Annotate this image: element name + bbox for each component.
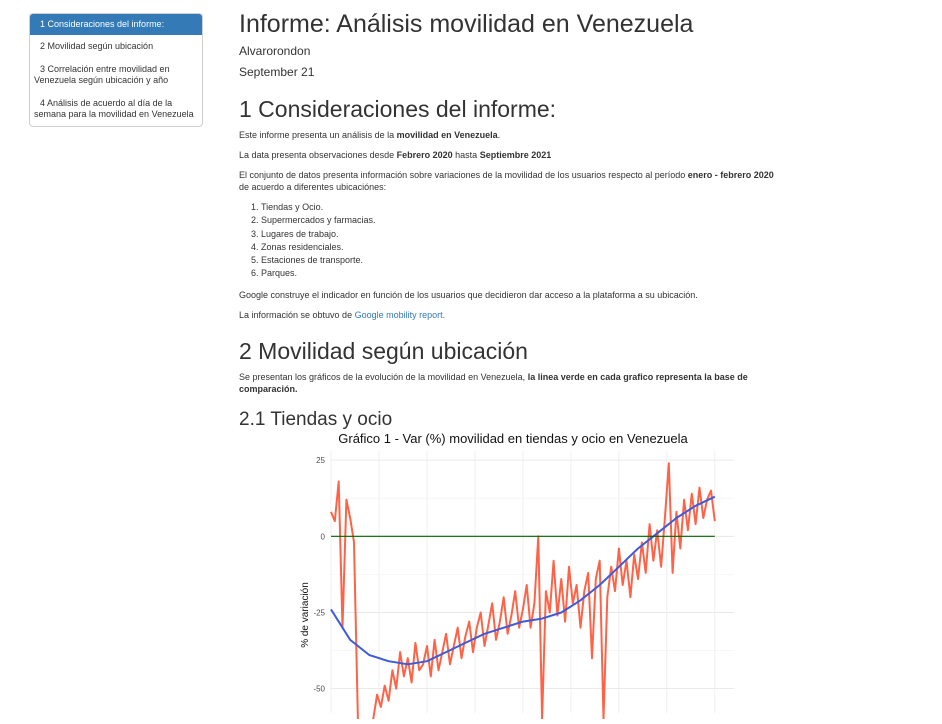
y-tick-label: 0 bbox=[321, 532, 326, 541]
line-chart: Gráfico 1 - Var (%) movilidad en tiendas… bbox=[300, 431, 734, 724]
author: Alvarorondon bbox=[239, 44, 311, 58]
paragraph-intro: Este informe presenta un análisis de la … bbox=[239, 130, 501, 140]
list-item: Parques. bbox=[261, 267, 779, 280]
chart-title: Gráfico 1 - Var (%) movilidad en tiendas… bbox=[338, 431, 688, 446]
toc-item-movilidad[interactable]: 2 Movilidad según ubicación bbox=[30, 35, 202, 58]
list-item: Supermercados y farmacias. bbox=[261, 214, 779, 227]
list-item: Estaciones de transporte. bbox=[261, 254, 779, 267]
date: September 21 bbox=[239, 65, 315, 79]
toc-item-label: 3 Correlación entre movilidad en Venezue… bbox=[34, 64, 170, 85]
location-list: Tiendas y Ocio. Supermercados y farmacia… bbox=[239, 201, 779, 281]
y-tick-label: -50 bbox=[313, 685, 325, 694]
list-item: Tiendas y Ocio. bbox=[261, 201, 779, 214]
section-heading-movilidad: 2 Movilidad según ubicación bbox=[239, 337, 528, 364]
paragraph-source: La información se obtuvo de Google mobil… bbox=[239, 309, 446, 320]
google-mobility-link[interactable]: Google mobility report. bbox=[354, 309, 446, 320]
series-line-smooth bbox=[330, 495, 716, 666]
toc-item-label: 4 Análisis de acuerdo al día de la seman… bbox=[34, 98, 194, 119]
series-group bbox=[330, 462, 716, 724]
list-item: Lugares de trabajo. bbox=[261, 228, 779, 241]
y-tick-label: 25 bbox=[316, 456, 325, 465]
y-axis-label: % de variación bbox=[300, 582, 311, 648]
y-ticks: 25 0 -25 -50 bbox=[313, 456, 325, 693]
paragraph-google: Google construye el indicador en función… bbox=[239, 289, 698, 300]
toc-item-correlacion[interactable]: 3 Correlación entre movilidad en Venezue… bbox=[30, 58, 202, 92]
y-tick-label: -25 bbox=[313, 608, 325, 617]
toc-item-label: 2 Movilidad según ubicación bbox=[40, 41, 154, 51]
main-content: Informe: Análisis movilidad en Venezuela… bbox=[239, 0, 779, 435]
paragraph-dataset: El conjunto de datos presenta informació… bbox=[239, 170, 774, 192]
paragraph-period: La data presenta observaciones desde Feb… bbox=[239, 150, 552, 160]
table-of-contents: 1 Consideraciones del informe: 2 Movilid… bbox=[29, 13, 203, 127]
list-item: Zonas residenciales. bbox=[261, 241, 779, 254]
toc-item-analisis-dia[interactable]: 4 Análisis de acuerdo al día de la seman… bbox=[30, 92, 202, 126]
toc-item-consideraciones[interactable]: 1 Consideraciones del informe: bbox=[30, 14, 202, 35]
subsection-heading-tiendas: 2.1 Tiendas y ocio bbox=[239, 408, 393, 430]
paragraph-graphs: Se presentan los gráficos de la evolució… bbox=[239, 371, 748, 394]
section-heading-consideraciones: 1 Consideraciones del informe: bbox=[239, 96, 557, 122]
chart-tiendas-ocio: Gráfico 1 - Var (%) movilidad en tiendas… bbox=[239, 429, 779, 724]
toc-item-label: 1 Consideraciones del informe: bbox=[40, 19, 165, 29]
page-title: Informe: Análisis movilidad en Venezuela bbox=[239, 10, 694, 38]
